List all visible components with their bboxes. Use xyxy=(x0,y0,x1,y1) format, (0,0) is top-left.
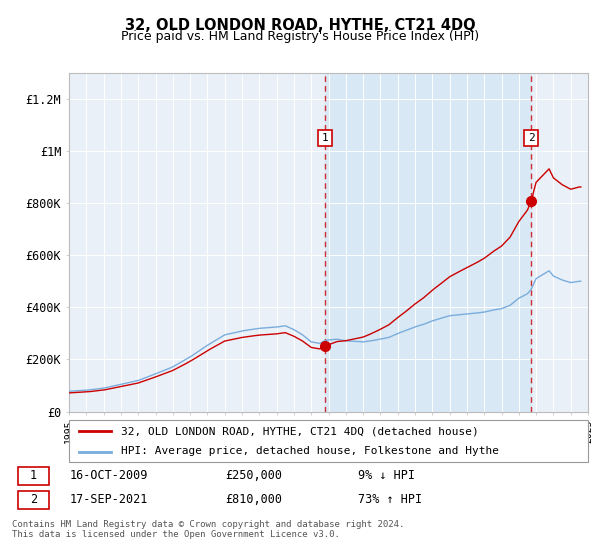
Text: 73% ↑ HPI: 73% ↑ HPI xyxy=(358,493,422,506)
Text: 2: 2 xyxy=(528,133,535,143)
FancyBboxPatch shape xyxy=(18,466,49,485)
FancyBboxPatch shape xyxy=(18,491,49,508)
Bar xyxy=(588,73,596,412)
Bar xyxy=(325,73,531,412)
Text: 17-SEP-2021: 17-SEP-2021 xyxy=(70,493,148,506)
Text: £250,000: £250,000 xyxy=(225,469,282,482)
Text: £810,000: £810,000 xyxy=(225,493,282,506)
Text: 1: 1 xyxy=(322,133,328,143)
Text: 32, OLD LONDON ROAD, HYTHE, CT21 4DQ (detached house): 32, OLD LONDON ROAD, HYTHE, CT21 4DQ (de… xyxy=(121,426,479,436)
Text: Contains HM Land Registry data © Crown copyright and database right 2024.
This d: Contains HM Land Registry data © Crown c… xyxy=(12,520,404,539)
Text: HPI: Average price, detached house, Folkestone and Hythe: HPI: Average price, detached house, Folk… xyxy=(121,446,499,456)
Text: Price paid vs. HM Land Registry's House Price Index (HPI): Price paid vs. HM Land Registry's House … xyxy=(121,30,479,43)
Text: 9% ↓ HPI: 9% ↓ HPI xyxy=(358,469,415,482)
Text: 1: 1 xyxy=(30,469,37,482)
FancyBboxPatch shape xyxy=(69,420,588,462)
Text: 2: 2 xyxy=(30,493,37,506)
Text: 32, OLD LONDON ROAD, HYTHE, CT21 4DQ: 32, OLD LONDON ROAD, HYTHE, CT21 4DQ xyxy=(125,18,475,33)
Text: 16-OCT-2009: 16-OCT-2009 xyxy=(70,469,148,482)
